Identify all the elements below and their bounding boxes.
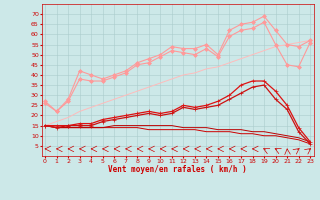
X-axis label: Vent moyen/en rafales ( km/h ): Vent moyen/en rafales ( km/h ): [108, 165, 247, 174]
